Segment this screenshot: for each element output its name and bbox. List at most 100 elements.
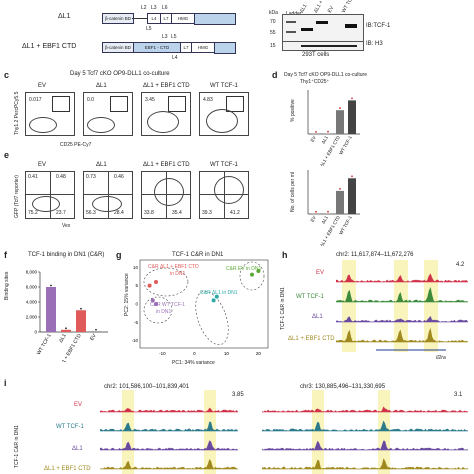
d1-dot-2 xyxy=(339,107,341,110)
mw-70: 70 xyxy=(270,19,276,25)
i-track-label-4: ΔL1 + EBF1 CTD xyxy=(44,466,91,472)
h-track-1 xyxy=(336,287,469,303)
h-tracks xyxy=(336,273,469,351)
bcat-domain: β-catenin BD xyxy=(102,13,134,24)
l6-label: L6 xyxy=(162,5,168,11)
blot-h3-label: IB: H3 xyxy=(366,41,383,47)
l2-label: L2 xyxy=(141,5,147,11)
g-label-4b: in DN1 xyxy=(156,309,172,315)
f-ytick-label-2: 4,000 xyxy=(26,300,38,305)
panel-i-coords1: chr2: 101,586,100–101,839,401 xyxy=(104,384,190,390)
d1-xtick-1: ΔL1 xyxy=(321,135,330,145)
g-ytick-2: 0 xyxy=(135,302,138,307)
d1-dot-1 xyxy=(327,130,329,133)
panel-e-letter: e xyxy=(4,150,10,160)
c-gate-3 xyxy=(168,96,186,112)
d1-bar-0 xyxy=(312,133,320,135)
panel-d-title: Day 5 Tcf7 cKO OP9-DLL1 co-culture xyxy=(284,72,367,78)
e1-q2: 0.48 xyxy=(56,174,66,180)
l4-label-2: L4 xyxy=(172,55,178,61)
e2-q1: 0.73 xyxy=(86,174,96,180)
panel-d-letter: d xyxy=(272,70,278,80)
panel-i-ylabel: TCF-1 C&R in DN1 xyxy=(14,425,20,468)
construct-2-label: ΔL1 + EBF1 CTD xyxy=(22,43,77,50)
g-label-2: C&R EV in DN1 xyxy=(226,266,262,272)
i1-track-2 xyxy=(100,440,239,451)
panel-i-coords2: chr3: 130,885,496–131,330,695 xyxy=(300,384,386,390)
e-contour-4 xyxy=(214,176,244,204)
panel-d-ylabel2: No. of cells per ml xyxy=(290,171,296,212)
d1-dot-0 xyxy=(315,130,317,133)
e2-q3: 56.3 xyxy=(86,210,96,216)
h-highlight-1 xyxy=(342,260,356,352)
i1-track-1 xyxy=(100,421,239,432)
f-dot-3 xyxy=(95,328,97,331)
blot-h3 xyxy=(282,41,364,51)
ebf1-ctd-domain: EBF1 - CTD xyxy=(133,42,181,53)
c-contour-4 xyxy=(206,109,238,133)
h-track-label-1: EV xyxy=(316,270,325,276)
e-contour-2 xyxy=(92,196,122,212)
c-flow-plot-4: 4.83 xyxy=(199,92,249,136)
e-plot-label-2: ΔL1 xyxy=(96,162,107,168)
c-flow-plot-2: 0.0 xyxy=(83,92,133,136)
i1-track-0 xyxy=(100,407,239,413)
e-flow-plot-4: 39.3 41.2 xyxy=(199,171,249,219)
e3-q4: 35.4 xyxy=(172,210,182,216)
g-point-3 xyxy=(154,302,158,306)
g-ytick-4: -10 xyxy=(132,338,138,343)
g-label-1b: in DN1 xyxy=(170,271,186,277)
d2-dot-0 xyxy=(315,210,317,213)
c-flow-plot-1: 0.017 xyxy=(25,92,75,136)
c-gate-1 xyxy=(52,96,70,112)
f-bar-1 xyxy=(61,329,71,332)
g-xtick-3: 20 xyxy=(256,351,262,356)
g-point-4 xyxy=(250,272,254,277)
d2-bar-0 xyxy=(312,213,320,215)
g-ytick-3: -5 xyxy=(134,320,138,325)
d2-xtick-1: ΔL1 xyxy=(321,215,330,225)
g-xtick-0: -10 xyxy=(159,351,166,356)
f-bar-3 xyxy=(91,331,101,332)
c-value-1: 0.017 xyxy=(29,97,42,103)
blot-tcf1 xyxy=(282,14,364,42)
i2-track-0 xyxy=(262,406,469,413)
g-label-1: C&R ΔL1 + EBF1 CTD xyxy=(148,264,199,270)
f-ytick-label-3: 6,000 xyxy=(26,285,38,290)
e-contour-3 xyxy=(154,178,184,206)
d2-dot-1 xyxy=(327,210,329,213)
d1-bar-3 xyxy=(348,100,356,134)
c-terminal-block-2 xyxy=(214,42,236,54)
h-highlight-2 xyxy=(394,260,408,352)
d1-bar-1 xyxy=(324,133,332,135)
c-gate-4 xyxy=(226,96,244,112)
e1-q1: 0.41 xyxy=(28,174,38,180)
f-dot-2 xyxy=(80,307,82,310)
l3-label: L3 xyxy=(151,5,157,11)
panel-c-letter: c xyxy=(4,70,10,80)
h-gene-label: Il2ra xyxy=(436,355,446,361)
l5-label: L5 xyxy=(146,26,152,32)
panel-g-letter: g xyxy=(116,250,122,260)
e-flow-plot-2: 0.73 0.46 56.3 28.4 xyxy=(83,171,133,219)
panel-d-ylabel: % positive xyxy=(290,99,296,122)
c-flow-plot-3: 3.45 xyxy=(141,92,191,136)
hmg-domain-2: HMG xyxy=(191,42,215,53)
panel-d-subtitle: Thy1⁺CD25⁺ xyxy=(300,79,330,85)
cells-label: 293T cells xyxy=(302,52,330,58)
f-dot-1 xyxy=(65,327,67,330)
g-xtick-1: 0 xyxy=(193,351,196,356)
d2-bar-2 xyxy=(336,190,344,214)
panel-g-ylabel: PC2: 15% variance xyxy=(124,273,130,316)
mw-15: 15 xyxy=(270,43,276,49)
bcat-domain-2: β-catenin BD xyxy=(102,42,134,53)
c-contour-1 xyxy=(29,117,57,133)
d2-dot-2 xyxy=(339,188,341,190)
c-gate-2 xyxy=(110,96,128,112)
d2-dot-3 xyxy=(351,175,353,178)
g-ytick-0: 10 xyxy=(133,265,139,270)
g-point-7 xyxy=(214,294,219,299)
c-value-4: 4.83 xyxy=(203,97,213,103)
panel-h-coords: chr2: 11,617,874–11,672,276 xyxy=(336,252,414,258)
